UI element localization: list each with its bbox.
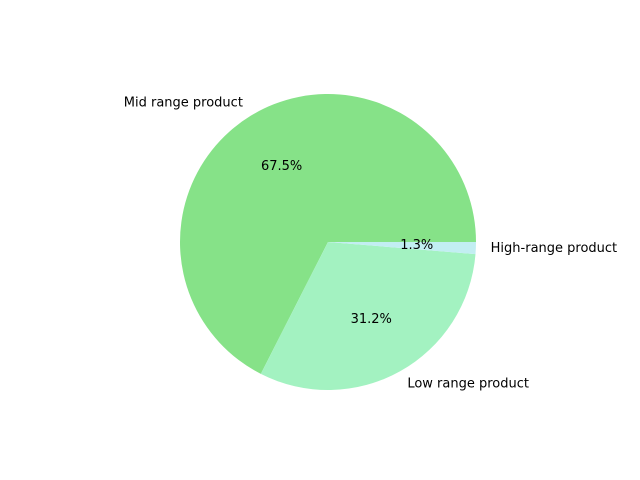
percent-labels: 67.5% 31.2% 1.3% — [261, 159, 433, 327]
percent-label-low-range-product: 31.2% — [351, 312, 392, 327]
category-label-low-range-product: Low range product — [407, 377, 529, 392]
category-labels: Mid range product Low range product High-r… — [124, 96, 617, 392]
pie-slice-mid-range-product — [180, 94, 476, 374]
pie-slice-low-range-product — [260, 242, 476, 390]
category-label-high-range-product: High-range product — [491, 241, 618, 256]
percent-label-high-range-product: 1.3% — [400, 238, 433, 253]
pie-slice-high-range-product — [328, 242, 476, 255]
category-label-mid-range-product: Mid range product — [124, 96, 243, 111]
percent-label-mid-range-product: 67.5% — [261, 159, 302, 174]
pie-slices — [180, 94, 476, 390]
